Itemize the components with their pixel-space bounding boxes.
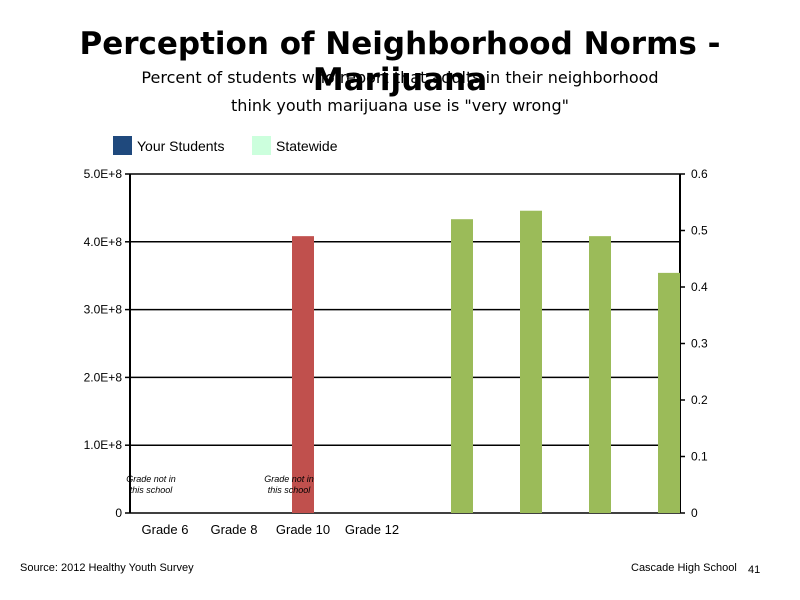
left-tick-label: 4.0E+8 — [84, 235, 123, 249]
annotation-line2: this school — [130, 485, 174, 495]
footer-source: Source: 2012 Healthy Youth Survey — [20, 562, 194, 574]
legend-label-your-students: Your Students — [137, 137, 225, 154]
bar-your-students-grade-10 — [292, 236, 314, 513]
right-tick-label: 0.1 — [691, 450, 708, 464]
left-tick-label: 0 — [115, 506, 122, 520]
left-tick-label: 1.0E+8 — [84, 438, 123, 452]
left-tick-label: 2.0E+8 — [84, 370, 123, 384]
legend-label-statewide: Statewide — [276, 137, 338, 154]
legend-item-statewide: Statewide — [252, 136, 337, 155]
page-number: 41 — [748, 564, 761, 576]
right-tick-label: 0.5 — [691, 224, 708, 238]
left-tick-label: 3.0E+8 — [84, 303, 123, 317]
x-tick-label: Grade 8 — [211, 522, 258, 537]
right-tick-label: 0.6 — [691, 167, 708, 181]
legend-item-your-students: Your Students — [113, 136, 224, 155]
bar-statewide-2 — [520, 210, 542, 513]
annotation-line2: this school — [268, 485, 312, 495]
legend-swatch-statewide — [252, 136, 271, 155]
annotation-line1: Grade not in — [126, 474, 176, 484]
x-tick-label: Grade 10 — [276, 522, 330, 537]
bar-statewide-1 — [451, 219, 473, 513]
right-tick-label: 0.4 — [691, 280, 708, 294]
x-tick-label: Grade 6 — [142, 522, 189, 537]
left-tick-label: 5.0E+8 — [84, 167, 123, 181]
x-tick-label: Grade 12 — [345, 522, 399, 537]
bar-statewide-4 — [658, 272, 680, 513]
chart-title: Perception of Neighborhood Norms - Marij… — [79, 26, 721, 98]
right-tick-label: 0 — [691, 506, 698, 520]
annotation-line1: Grade not in — [264, 474, 314, 484]
footer-school: Cascade High School — [631, 562, 737, 574]
bar-statewide-3 — [589, 236, 611, 513]
chart-subtitle-line1: Percent of students who report that adul… — [141, 68, 659, 87]
right-tick-label: 0.2 — [691, 393, 708, 407]
right-tick-label: 0.3 — [691, 337, 708, 351]
legend-swatch-your-students — [113, 136, 132, 155]
chart-subtitle-line2: think youth marijuana use is "very wrong… — [231, 96, 569, 115]
